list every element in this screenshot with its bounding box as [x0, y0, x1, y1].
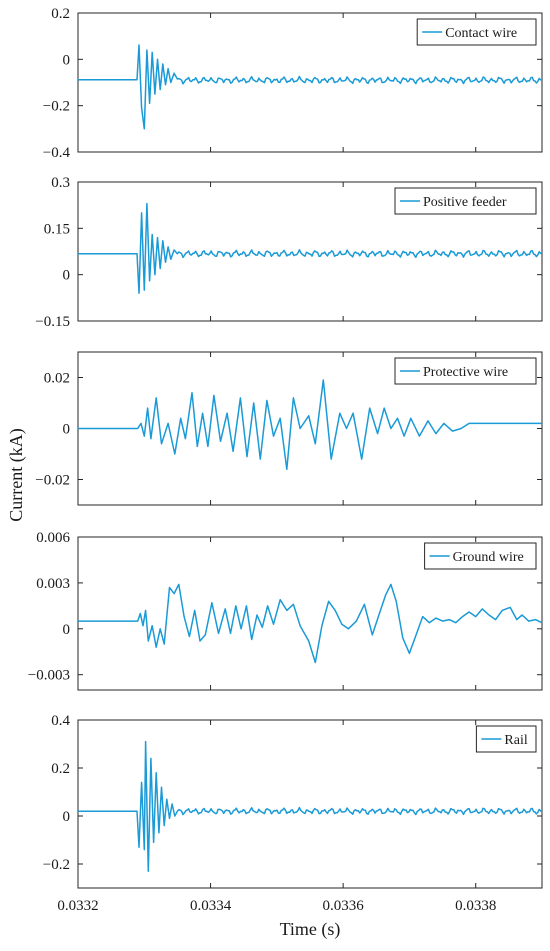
x-tick-label: 0.0336 [323, 898, 365, 914]
y-tick-label: 0.006 [36, 530, 70, 546]
legend-label: Rail [504, 733, 527, 748]
x-axis-title: Time (s) [280, 919, 341, 940]
y-tick-label: 0.4 [51, 713, 70, 729]
y-tick-label: −0.003 [28, 668, 70, 684]
y-tick-label: 0 [63, 52, 71, 68]
y-tick-label: 0.2 [51, 6, 70, 22]
y-axis-title: Current (kA) [6, 428, 27, 521]
y-tick-label: −0.15 [35, 314, 70, 330]
series-line [78, 583, 543, 664]
legend-label: Protective wire [423, 365, 508, 380]
y-tick-label: 0 [63, 422, 71, 438]
plot-frame [77, 719, 543, 889]
y-tick-label: −0.2 [43, 857, 70, 873]
y-tick-label: 0.15 [44, 221, 70, 237]
legend-label: Contact wire [445, 26, 517, 41]
plot-frame [77, 12, 543, 153]
series-line [78, 740, 543, 872]
legend-label: Ground wire [453, 550, 524, 565]
plot-frame [77, 181, 543, 322]
series-line [78, 379, 542, 471]
y-tick-label: −0.2 [43, 99, 70, 115]
y-tick-label: 0.3 [51, 175, 70, 191]
y-tick-label: 0.2 [51, 761, 70, 777]
y-tick-label: 0 [63, 268, 71, 284]
series-line [78, 202, 543, 294]
y-tick-label: 0.003 [36, 576, 70, 592]
x-tick-label: 0.0332 [57, 898, 98, 914]
legend-label: Positive feeder [423, 195, 507, 210]
plot-frame [77, 536, 543, 691]
y-tick-label: 0 [63, 809, 71, 825]
y-tick-label: 0.02 [44, 371, 70, 387]
y-tick-label: −0.02 [35, 473, 70, 489]
series-line [78, 44, 542, 130]
x-tick-label: 0.0338 [455, 898, 496, 914]
y-tick-label: 0 [63, 622, 71, 638]
x-tick-label: 0.0334 [190, 898, 232, 914]
y-tick-label: −0.4 [43, 145, 71, 161]
